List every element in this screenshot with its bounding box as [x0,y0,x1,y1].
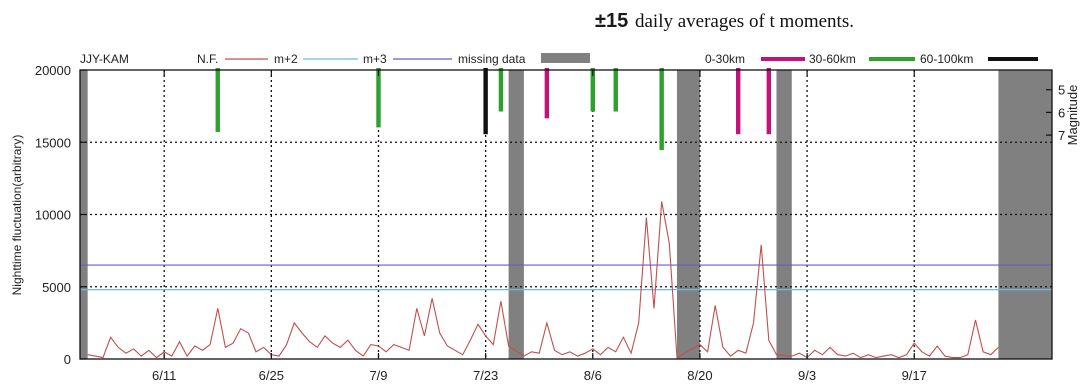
earthquake-bar [736,68,741,135]
magnitude-tick-label: 7 [1058,128,1065,143]
legend-label-30-60km: 30-60km [809,52,856,66]
y-tick-label: 0 [64,352,71,367]
earthquake-bar [613,68,618,112]
magnitude-tick-label: 6 [1058,105,1065,120]
magnitude-tick-label: 5 [1058,83,1065,98]
legend-label-missing: missing data [458,52,526,66]
legend-label-nf: N.F. [197,52,218,66]
x-tick-label: 7/9 [369,368,387,383]
caption-symbol: ±15 [595,10,628,32]
earthquake-bar [659,68,664,151]
earthquake-bar [483,68,488,135]
y-tick-label: 5000 [42,280,71,295]
earthquake-bar [544,68,550,119]
caption-text: daily averages of t moments. [635,11,854,32]
x-tick-label: 8/6 [584,368,602,383]
x-tick-label: 9/17 [902,368,927,383]
legend-label-m3: m+3 [363,52,387,66]
x-tick-label: 7/23 [473,368,498,383]
legend-label-60-100km: 60-100km [920,52,973,66]
y-tick-label: 10000 [35,208,71,223]
legend-label-m2: m+2 [274,52,298,66]
missing-data-band [776,70,792,359]
series-line-nf [87,201,999,359]
earthquake-bar [215,68,220,132]
x-tick-label: 6/11 [152,368,176,383]
y-tick-label: 20000 [35,63,71,78]
legend-label-0-30km: 0-30km [705,52,745,66]
missing-data-band [676,70,700,359]
earthquake-bar [376,68,381,128]
x-tick-label: 8/20 [687,368,712,383]
y-tick-label: 15000 [35,135,71,150]
earthquake-bar [590,68,595,112]
plot-area: 6/11 6/25 7/9 7/23 8/6 8/20 9/3 9/17 0 5000 10000 1… [35,52,1065,383]
y-axis-label: Nighttime fluctuation(arbitrary) [10,135,24,296]
x-tick-label: 9/3 [798,368,816,383]
earthquake-bar [766,68,772,135]
earthquake-bar [498,68,504,112]
x-tick-label: 6/25 [259,368,284,383]
magnitude-axis-label: Magnitude [1065,85,1080,146]
legend-swatch-missing [541,53,590,63]
station-label: JJY-KAM [80,52,129,66]
